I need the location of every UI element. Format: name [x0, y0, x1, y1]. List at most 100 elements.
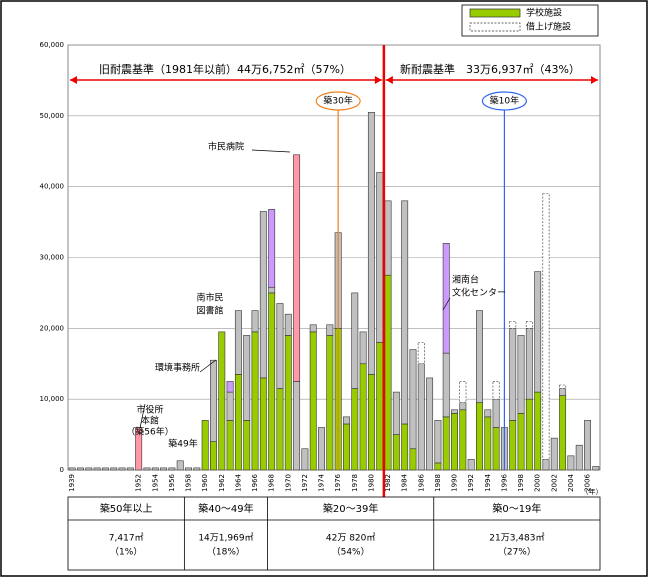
bar-segment: [351, 292, 359, 389]
bar-segment: [384, 274, 392, 471]
x-tick-label: 2006: [584, 473, 592, 491]
bar-segment: [309, 331, 317, 471]
bar-segment: [251, 310, 259, 333]
leader: [442, 297, 451, 311]
bar-segment: [168, 467, 176, 471]
bar-segment: [210, 441, 217, 471]
bar-segment: [459, 409, 467, 471]
x-tick-label: 1976: [334, 473, 342, 491]
bar-segment: [417, 363, 425, 471]
bar-segment: [376, 342, 384, 471]
bar-segment: [276, 303, 284, 389]
x-tick-label: 1939: [68, 474, 76, 492]
bar-segment: [451, 409, 458, 414]
legend-swatch: [469, 22, 521, 32]
bar-segment: [550, 437, 558, 471]
annotation: 築10年: [490, 95, 519, 107]
bar-segment: [434, 420, 442, 464]
x-tick-label: 1988: [434, 474, 442, 492]
bar-segment: [268, 209, 276, 288]
x-axis-label: （年）: [582, 487, 603, 496]
bar-segment: [118, 467, 126, 471]
bar-segment: [193, 467, 201, 471]
bar-segment: [284, 335, 292, 471]
leader: [139, 403, 146, 429]
leader: [199, 359, 217, 373]
x-tick-label: 1994: [484, 473, 492, 491]
annotation: 築30年: [323, 95, 352, 107]
bar-segment: [176, 460, 184, 471]
table-cell: （27%）: [498, 547, 536, 558]
bar-segment: [234, 310, 242, 375]
x-tick-label: 1966: [251, 473, 259, 491]
annotation: 湘南台: [452, 274, 479, 286]
bar-segment: [367, 111, 375, 375]
bar-segment: [442, 243, 450, 354]
x-tick-label: 1960: [201, 474, 209, 492]
x-tick-label: 1968: [268, 474, 276, 492]
bar-segment: [218, 331, 226, 471]
table-frame: [67, 496, 601, 571]
bar-segment: [343, 423, 350, 471]
x-tick-label: 1974: [318, 473, 326, 491]
bar-segment: [426, 377, 434, 471]
annotation: 文化センター: [452, 287, 506, 299]
legend-label: 借上げ施設: [526, 21, 571, 33]
bar-segment: [376, 172, 384, 343]
bar-segment: [384, 200, 392, 276]
bar-segment: [476, 402, 483, 471]
y-tick-label: 0: [60, 466, 64, 474]
table-cell: （1%）: [110, 547, 142, 558]
bar-segment: [484, 416, 492, 471]
y-tick-label: 30,000: [40, 254, 65, 262]
bar-segment: [259, 211, 267, 379]
bar-segment: [226, 381, 234, 393]
bar-segment: [293, 381, 301, 471]
bar-segment: [459, 402, 467, 411]
bar-segment: [359, 363, 367, 471]
table-cell: 14万1,969㎡: [198, 533, 253, 544]
bar-segment: [451, 413, 458, 471]
x-tick-label: 1990: [451, 474, 459, 492]
legend-label: 学校施設: [526, 7, 562, 19]
bar-segment: [484, 409, 492, 418]
bar-segment: [243, 420, 251, 471]
table-header: 築40～49年: [198, 502, 253, 515]
bar-segment: [525, 398, 533, 471]
bar-segment: [268, 292, 276, 471]
table-cell: 21万3,483㎡: [489, 533, 544, 544]
y-tick-label: 50,000: [40, 112, 65, 120]
bar-segment: [492, 427, 500, 471]
bar-segment: [143, 467, 151, 471]
x-tick-label: 1962: [218, 474, 226, 492]
bar-segment: [243, 335, 251, 421]
bar-segment: [160, 467, 168, 471]
bar-segment: [567, 455, 575, 471]
bar-segment: [525, 328, 533, 400]
bar-segment: [343, 416, 350, 425]
x-tick-label: 1972: [301, 474, 309, 492]
y-tick-label: 10,000: [40, 395, 65, 403]
bar-segment: [301, 448, 309, 471]
bar-segment: [509, 420, 517, 471]
x-tick-label: 1956: [168, 473, 176, 491]
bar-segment: [492, 398, 500, 428]
bar-segment: [517, 335, 525, 414]
bar-segment: [293, 154, 301, 382]
table-cell: 42万 820㎡: [326, 533, 376, 544]
bar-segment: [459, 381, 467, 404]
table-cell: （54%）: [332, 547, 370, 558]
bar-segment: [401, 200, 409, 425]
bar-segment: [592, 466, 600, 471]
annotation: 南市民: [196, 292, 223, 304]
bar-segment: [101, 467, 109, 471]
bar-segment: [492, 381, 500, 400]
annotation: 旧耐震基準（1981年以前）44万6,752㎡（57%）: [99, 62, 351, 76]
x-tick-label: 2002: [550, 474, 558, 492]
bar-segment: [417, 342, 425, 365]
badge: [481, 91, 528, 111]
table-header: 築20～39年: [323, 502, 378, 515]
annotation: 市民病院: [208, 141, 244, 153]
bar-segment: [110, 467, 118, 471]
bar-segment: [559, 395, 567, 471]
